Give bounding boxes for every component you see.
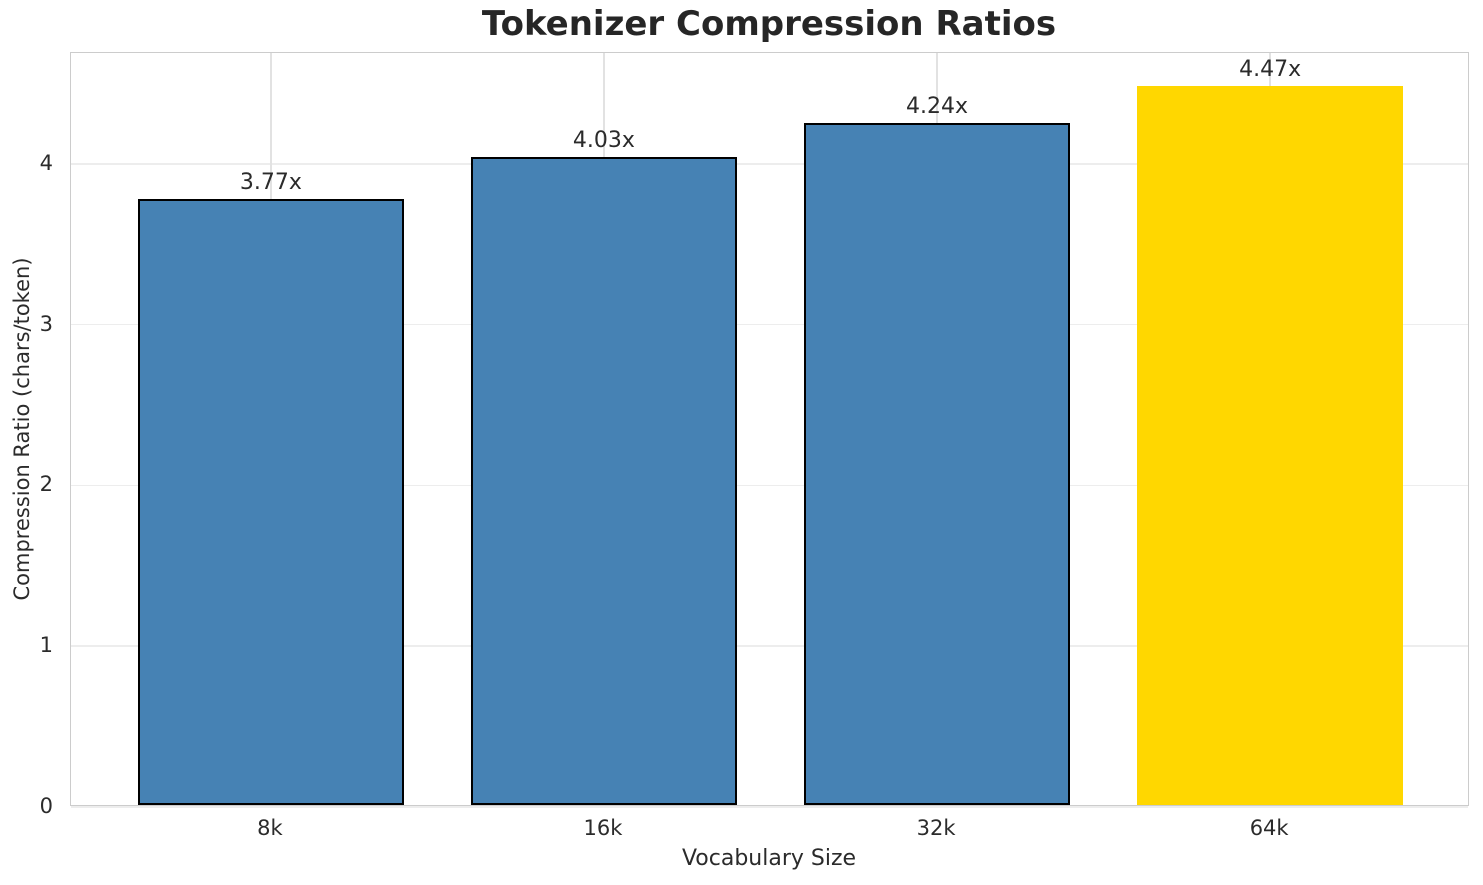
bar-value-label: 4.24x [906,94,969,120]
gridline-horizontal [71,163,1468,165]
y-tick-label: 1 [39,633,53,658]
chart-title: Tokenizer Compression Ratios [481,4,1057,44]
x-axis-label: Vocabulary Size [681,846,857,871]
bar-32k [803,123,1071,805]
x-tick-label: 16k [583,816,623,840]
y-tick-label: 4 [39,150,53,175]
y-tick-label: 3 [39,311,53,336]
bar-8k [137,198,405,805]
gridline-horizontal [71,323,1468,326]
plot-area: 3.77x 4.03x 4.24x 4.47x [70,52,1469,808]
bar-64k [1136,86,1404,805]
gridline-horizontal [71,645,1468,647]
y-axis-label: Compression Ratio (chars/token) [10,257,34,601]
x-tick-label: 64k [1249,816,1289,840]
bar-value-label: 3.77x [239,169,302,195]
bar-16k [470,157,738,805]
x-tick-label: 8k [257,816,283,840]
bar-value-label: 4.47x [1239,57,1302,83]
x-tick-label: 32k [916,816,956,840]
y-tick-label: 2 [39,472,53,497]
y-tick-label: 0 [39,794,53,818]
gridline-horizontal [71,484,1468,487]
gridline-horizontal [71,806,1468,808]
bar-value-label: 4.03x [572,128,635,154]
